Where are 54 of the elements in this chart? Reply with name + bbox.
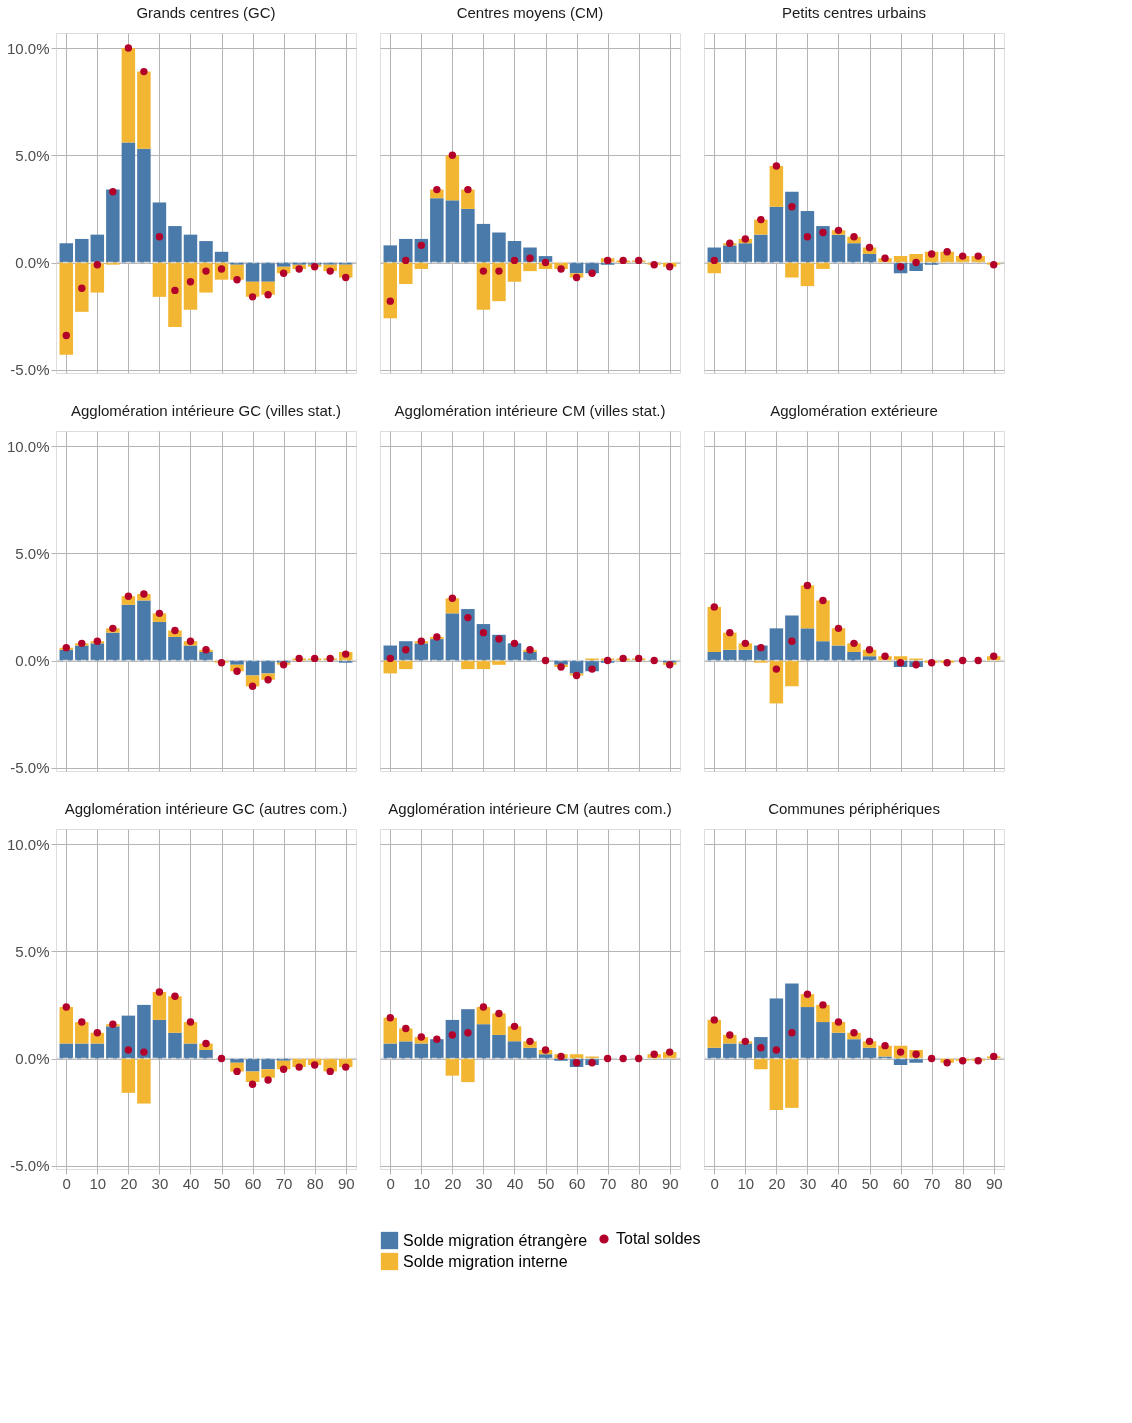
x-tick-label: 60 [892,1174,910,1192]
x-tick-label: 40 [830,1174,848,1192]
y-tick-label: 5.0% [15,544,50,562]
chart-title: Agglomération intérieure CM (villes stat.) [394,402,666,419]
y-tick-label: -5.0% [10,1157,50,1175]
x-tick-label: 70 [599,1174,617,1192]
y-tick-label: -5.0% [10,759,50,777]
x-tick-label: 40 [506,1174,524,1192]
x-tick-label: 0 [386,1174,395,1192]
y-tick-label: 5.0% [15,146,50,164]
x-tick-label: 30 [475,1174,493,1192]
y-tick-label: 0.0% [15,652,50,670]
legend-label: Solde migration étrangère [403,1231,588,1249]
chart-title: Grands centres (GC) [136,4,276,21]
x-tick-label: 20 [120,1174,138,1192]
x-tick-label: 10 [737,1174,755,1192]
y-tick-label: 0.0% [15,254,50,272]
x-tick-label: 90 [661,1174,679,1192]
chart-title: Centres moyens (CM) [456,4,604,21]
legend-label: Solde migration interne [403,1252,568,1270]
legend-label: Total soldes [616,1230,701,1247]
x-tick-label: 30 [151,1174,169,1192]
x-tick-label: 60 [568,1174,586,1192]
x-tick-label: 30 [799,1174,817,1192]
chart-title: Communes périphériques [768,800,940,817]
x-tick-label: 20 [444,1174,462,1192]
y-tick-label: 10.0% [6,39,50,57]
x-tick-label: 70 [275,1174,293,1192]
chart-title: Agglomération intérieure GC (autres com.) [64,800,348,817]
y-tick-label: -5.0% [10,361,50,379]
x-tick-label: 80 [954,1174,972,1192]
chart-title: Agglomération intérieure GC (villes stat.) [70,402,342,419]
x-tick-label: 60 [244,1174,262,1192]
x-tick-label: 20 [768,1174,786,1192]
x-tick-label: 50 [537,1174,555,1192]
y-tick-label: 0.0% [15,1050,50,1068]
x-tick-label: 0 [62,1174,71,1192]
x-tick-label: 80 [630,1174,648,1192]
y-tick-label: 10.0% [6,437,50,455]
x-tick-label: 10 [413,1174,431,1192]
y-tick-label: 10.0% [6,835,50,853]
x-tick-label: 40 [182,1174,200,1192]
x-tick-label: 0 [710,1174,719,1192]
chart-title: Agglomération intérieure CM (autres com.) [388,800,672,817]
chart-title: Petits centres urbains [781,4,927,21]
x-tick-label: 90 [337,1174,355,1192]
x-tick-label: 90 [985,1174,1003,1192]
chart-title: Agglomération extérieure [770,402,938,419]
x-tick-label: 80 [306,1174,324,1192]
y-tick-label: 5.0% [15,942,50,960]
x-tick-label: 70 [923,1174,941,1192]
x-tick-label: 10 [89,1174,107,1192]
x-tick-label: 50 [861,1174,879,1192]
x-tick-label: 50 [213,1174,231,1192]
